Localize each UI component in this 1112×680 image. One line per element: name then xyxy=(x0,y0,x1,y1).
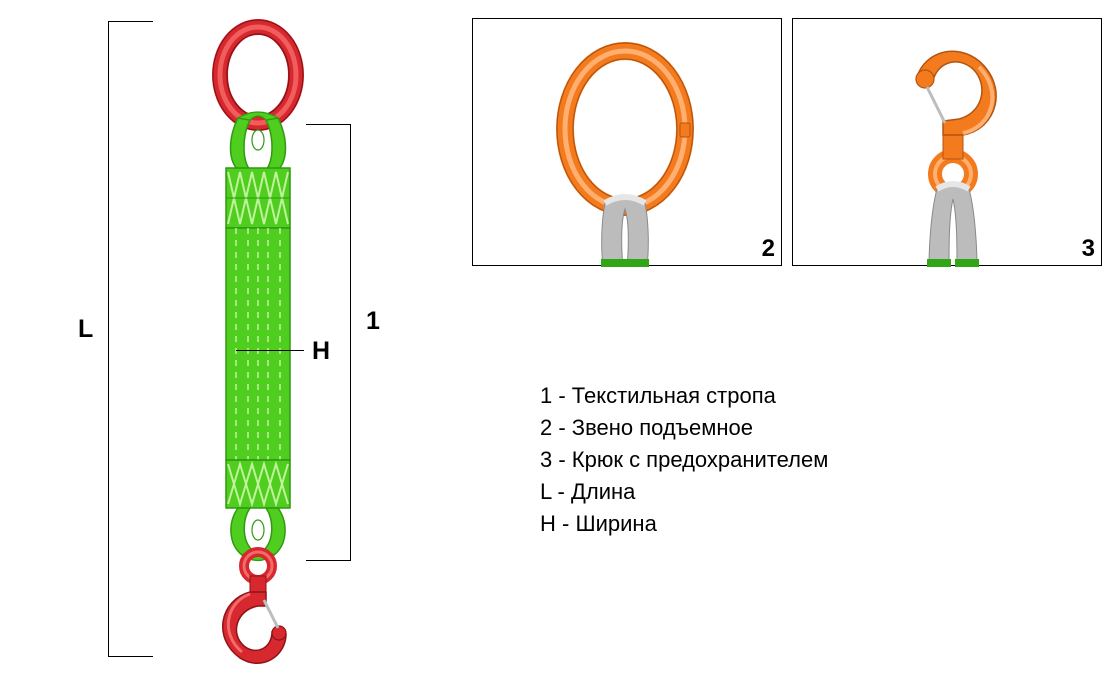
diagram-canvas: L 1 xyxy=(0,0,1112,680)
callout-box-3: 3 xyxy=(792,18,1102,266)
legend-item-L: L - Длина xyxy=(540,476,828,508)
callout-number-3: 3 xyxy=(1082,235,1095,263)
dimension-label-H: H xyxy=(312,337,330,366)
hook xyxy=(223,552,286,663)
callout-3-figure xyxy=(793,19,1103,267)
legend-item-1: 1 - Текстильная стропа xyxy=(540,380,828,412)
callout-box-2: 2 xyxy=(472,18,782,266)
legend: 1 - Текстильная стропа 2 - Звено подъемн… xyxy=(540,380,828,539)
legend-item-3: 3 - Крюк с предохранителем xyxy=(540,444,828,476)
main-figure xyxy=(150,10,370,670)
legend-item-H: H - Ширина xyxy=(540,508,828,540)
legend-item-2: 2 - Звено подъемное xyxy=(540,412,828,444)
sling-stitch-bottom xyxy=(226,460,290,508)
sling-stitch-top xyxy=(226,168,290,228)
dimension-leader-H xyxy=(236,350,304,351)
dimension-bracket-L xyxy=(108,21,153,657)
dimension-label-L: L xyxy=(78,315,93,344)
callout-2-figure xyxy=(473,19,783,267)
sling-body xyxy=(226,228,290,460)
callout-number-2: 2 xyxy=(762,235,775,263)
